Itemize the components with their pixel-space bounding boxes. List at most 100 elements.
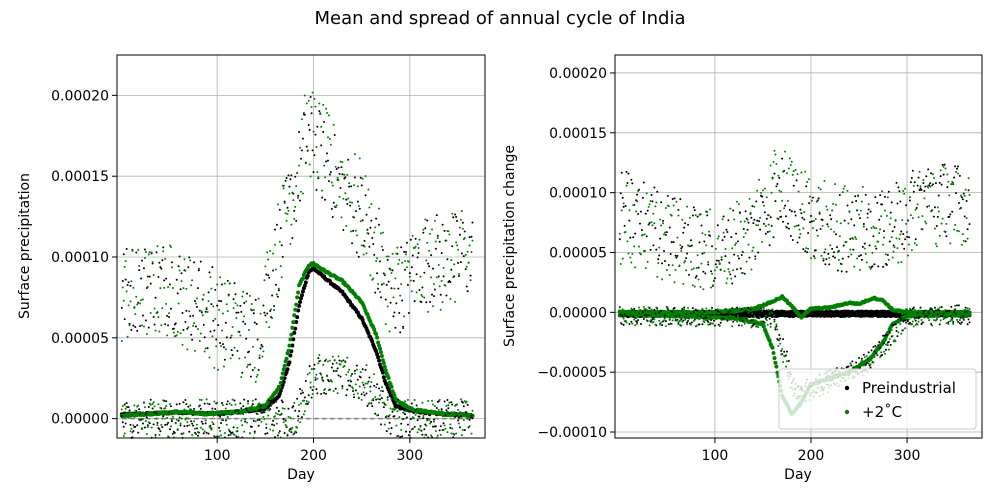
left-green-scatter-max-point xyxy=(464,253,467,256)
left-black-scatter-min-point xyxy=(339,375,342,378)
right-black-scatter-max-point xyxy=(810,220,813,223)
right-green-scatter-max-point xyxy=(934,242,937,245)
right-green-scatter-max-point xyxy=(949,242,952,245)
right-black-scatter-max-point xyxy=(829,214,832,217)
left-green-scatter-max-point xyxy=(244,356,247,359)
right-black-scatter-max-point xyxy=(773,172,776,175)
right-black-scatter-max-point xyxy=(847,255,850,258)
right-black-scatter-max-point xyxy=(830,218,833,221)
right-green-scatter-max-point xyxy=(783,207,786,210)
left-green-scatter-min-point xyxy=(220,434,223,437)
right-black-scatter-max-point xyxy=(672,241,675,244)
right-green-scatter-min-point xyxy=(679,319,682,322)
left-green-scatter-max-point xyxy=(402,327,405,330)
left-black-scatter-max-point xyxy=(435,214,438,217)
left-green-scatter-min-point xyxy=(326,360,329,363)
left-green-scatter-min-point xyxy=(471,409,474,412)
left-black-scatter-max-point xyxy=(345,198,348,201)
right-black-scatter-min-point xyxy=(956,320,959,323)
left-green-scatter-max-point xyxy=(320,125,323,128)
right-green-scatter-max-point xyxy=(932,176,935,179)
left-green-scatter-min-point xyxy=(419,425,422,428)
left-black-scatter-max-point xyxy=(134,325,137,328)
left-black-scatter-min-point xyxy=(327,380,330,383)
left-black-scatter-max-point xyxy=(157,275,160,278)
left-green-scatter-min-point xyxy=(383,423,386,426)
left-green-scatter-min-point xyxy=(303,410,306,413)
right-black-scatter-max-point xyxy=(919,187,922,190)
left-green-scatter-max-point xyxy=(148,251,151,254)
right-green-scatter-max-point xyxy=(944,167,947,170)
right-green-scatter-max-point xyxy=(831,209,834,212)
right-black-scatter-max-point xyxy=(772,236,775,239)
left-green-mean-point xyxy=(277,384,282,389)
left-green-scatter-max-point xyxy=(449,298,452,301)
left-green-scatter-max-point xyxy=(324,176,327,179)
left-black-scatter-min-point xyxy=(196,434,199,437)
right-green-scatter-max-point xyxy=(681,218,684,221)
right-green-scatter-max-point xyxy=(818,211,821,214)
left-black-scatter-min-point xyxy=(145,416,148,419)
left-green-scatter-max-point xyxy=(247,328,250,331)
left-green-scatter-min-point xyxy=(246,421,249,424)
left-black-scatter-max-point xyxy=(135,251,138,254)
right-green-scatter-min-point xyxy=(732,311,735,314)
left-green-scatter-max-point xyxy=(307,99,310,102)
left-black-scatter-min-point xyxy=(355,364,358,367)
left-green-scatter-max-point xyxy=(455,241,458,244)
left-black-scatter-max-point xyxy=(164,323,167,326)
left-green-scatter-max-point xyxy=(360,244,363,247)
left-black-scatter-max-point xyxy=(305,145,308,148)
right-black-scatter-max-point xyxy=(741,250,744,253)
left-black-scatter-max-point xyxy=(427,262,430,265)
right-black-scatter-min-point xyxy=(623,313,626,316)
left-black-scatter-max-point xyxy=(381,249,384,252)
right-black-scatter-min-point xyxy=(918,315,921,318)
right-green-scatter-max-point xyxy=(663,231,666,234)
right-black-scatter-max-point xyxy=(766,231,769,234)
left-black-scatter-max-point xyxy=(360,184,363,187)
left-green-scatter-min-point xyxy=(348,368,351,371)
right-black-scatter-min-point xyxy=(754,313,757,316)
left-green-scatter-min-point xyxy=(369,390,372,393)
right-black-scatter-max-point xyxy=(730,236,733,239)
right-green-scatter-max-point xyxy=(832,203,835,206)
right-green-scatter-max-point xyxy=(895,237,898,240)
right-green-scatter-min-point xyxy=(761,326,764,329)
right-green-scatter-min-point xyxy=(759,316,762,319)
left-green-scatter-min-point xyxy=(267,414,270,417)
right-green-scatter-max-point xyxy=(734,244,737,247)
left-green-scatter-max-point xyxy=(354,229,357,232)
left-green-scatter-max-point xyxy=(395,252,398,255)
left-green-scatter-min-point xyxy=(465,400,468,403)
left-green-scatter-max-point xyxy=(219,276,222,279)
left-black-scatter-max-point xyxy=(146,275,149,278)
right-green-scatter-max-point xyxy=(751,249,754,252)
right-black-scatter-min-point xyxy=(936,313,939,316)
left-black-scatter-max-point xyxy=(401,299,404,302)
left-black-scatter-min-point xyxy=(267,404,270,407)
left-black-scatter-max-point xyxy=(356,200,359,203)
left-ytick-label: 0.00020 xyxy=(51,88,109,104)
right-black-scatter-min-point xyxy=(957,304,960,307)
left-green-scatter-max-point xyxy=(168,312,171,315)
right-green-scatter-max-point xyxy=(694,214,697,217)
right-green-scatter-max-point xyxy=(912,184,915,187)
left-black-scatter-min-point xyxy=(192,424,195,427)
left-green-scatter-max-point xyxy=(196,328,199,331)
right-green-scatter-min-point xyxy=(670,323,673,325)
left-black-scatter-min-point xyxy=(346,388,349,391)
right-green-scatter-max-point xyxy=(897,261,900,264)
left-green-scatter-min-point xyxy=(242,413,245,416)
left-green-scatter-min-point xyxy=(441,415,444,418)
right-green-scatter-min-point xyxy=(689,323,692,326)
right-black-scatter-max-point xyxy=(862,222,865,225)
left-black-scatter-max-point xyxy=(400,246,403,249)
right-green-scatter-max-point xyxy=(892,250,895,253)
left-green-scatter-max-point xyxy=(166,334,169,337)
right-black-scatter-max-point xyxy=(681,245,684,248)
right-black-scatter-max-point xyxy=(669,252,672,255)
left-black-scatter-max-point xyxy=(361,219,364,222)
left-black-scatter-max-point xyxy=(221,343,224,346)
left-black-scatter-max-point xyxy=(363,239,366,242)
